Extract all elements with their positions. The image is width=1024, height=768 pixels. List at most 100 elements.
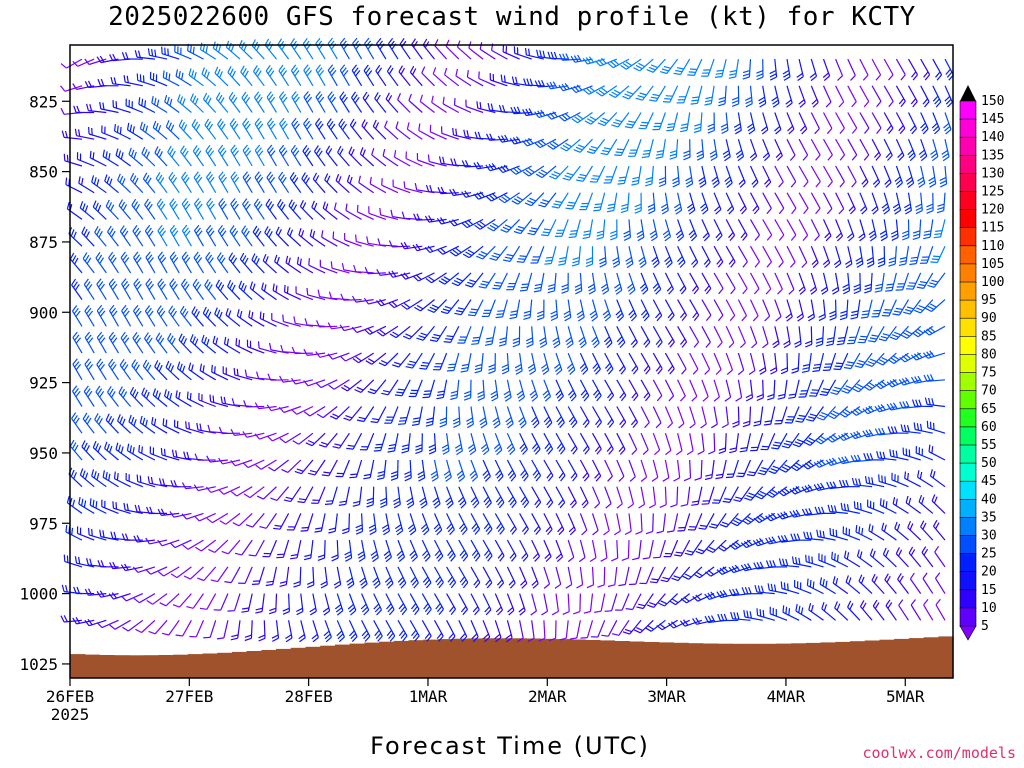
- wind-barb: [554, 352, 563, 376]
- wind-barb: [474, 353, 484, 374]
- wind-barb-staff: [635, 566, 642, 585]
- wind-barb-flag: [625, 256, 632, 262]
- wind-barb-flag: [337, 176, 342, 184]
- wind-barb-flag: [605, 503, 612, 509]
- wind-barb: [497, 134, 520, 143]
- wind-barb-flag: [230, 428, 235, 436]
- wind-barb: [318, 432, 338, 448]
- wind-barb: [696, 139, 705, 161]
- wind-barb-flag: [133, 597, 140, 604]
- surface-column: [761, 643, 777, 678]
- wind-barb-flag: [497, 310, 505, 312]
- wind-barb: [662, 85, 679, 103]
- wind-barb-flag: [526, 340, 534, 345]
- wind-barb-flag: [361, 119, 366, 126]
- wind-barb-flag: [399, 38, 405, 45]
- wind-barb-flag: [558, 529, 565, 536]
- wind-barb-flag: [467, 219, 474, 226]
- wind-barb-flag: [329, 415, 337, 420]
- wind-barb-flag: [395, 121, 399, 129]
- wind-barb-flag: [96, 590, 102, 598]
- wind-barb-staff: [645, 566, 654, 584]
- wind-barb: [685, 165, 694, 188]
- wind-barb-flag: [119, 416, 124, 424]
- wind-barb-flag: [221, 203, 227, 210]
- wind-barb-flag: [108, 388, 114, 396]
- wind-barb: [479, 406, 488, 429]
- wind-barb-flag: [219, 147, 225, 154]
- wind-barb-flag: [194, 97, 199, 105]
- wind-barb-staff: [468, 47, 484, 60]
- wind-barb: [604, 406, 615, 428]
- wind-barb-flag: [242, 462, 249, 469]
- wind-barb: [610, 219, 618, 241]
- wind-barb-flag: [226, 338, 230, 346]
- wind-barb-staff: [689, 433, 694, 452]
- wind-barb-flag: [218, 457, 223, 465]
- wind-barb: [79, 201, 95, 220]
- wind-barb-flag: [709, 150, 717, 155]
- wind-barb: [338, 118, 350, 140]
- wind-barb-flag: [139, 475, 142, 483]
- wind-barb-flag: [593, 209, 601, 212]
- wind-barb-flag: [228, 91, 234, 99]
- wind-barb-flag: [523, 78, 527, 86]
- wind-barb-flag: [73, 307, 79, 315]
- wind-barb-flag: [570, 55, 576, 63]
- wind-barb-flag: [78, 129, 81, 137]
- wind-barb-flag: [387, 37, 394, 45]
- wind-barb: [96, 619, 119, 629]
- wind-barb-flag: [631, 449, 638, 456]
- wind-barb-flag: [245, 203, 251, 211]
- wind-barb-flag: [398, 65, 404, 73]
- wind-barb-flag: [466, 130, 470, 138]
- wind-barb-flag: [282, 611, 290, 615]
- wind-barb-flag: [192, 278, 198, 286]
- surface-column: [364, 642, 380, 678]
- wind-barb-staff: [442, 103, 460, 114]
- wind-barb-flag: [369, 530, 377, 536]
- wind-barb-staff: [214, 539, 229, 553]
- wind-barb-flag: [464, 221, 471, 227]
- wind-barb: [689, 352, 699, 375]
- wind-barb-flag: [133, 151, 137, 159]
- wind-barb-flag: [268, 231, 273, 238]
- wind-barb-flag: [175, 69, 179, 77]
- wind-barb-flag: [428, 276, 435, 282]
- wind-barb-flag: [377, 474, 385, 477]
- wind-barb: [132, 305, 144, 327]
- wind-barb-flag: [509, 472, 515, 479]
- wind-barb-flag: [120, 201, 126, 209]
- wind-barb-flag: [626, 91, 634, 95]
- wind-barb-flag: [92, 440, 97, 448]
- wind-barb-flag: [104, 441, 108, 449]
- wind-barb-flag: [130, 417, 135, 424]
- wind-barb: [600, 272, 610, 295]
- wind-barb-flag: [351, 64, 358, 71]
- wind-barb-flag: [278, 171, 284, 179]
- wind-barb-flag: [65, 585, 68, 593]
- wind-barb-flag: [207, 97, 212, 105]
- wind-barb-flag: [129, 124, 133, 132]
- wind-barb-flag: [195, 546, 202, 552]
- wind-barb-flag: [110, 281, 116, 288]
- wind-barb: [651, 246, 660, 269]
- wind-barb: [487, 218, 508, 232]
- wind-barb: [178, 333, 192, 354]
- wind-barb-flag: [242, 198, 248, 205]
- wind-barb-flag: [662, 576, 670, 580]
- wind-barb-flag: [316, 413, 324, 419]
- wind-barb-flag: [84, 415, 90, 422]
- wind-barb-flag: [503, 75, 506, 83]
- wind-barb-flag: [314, 175, 320, 182]
- wind-barb: [372, 119, 387, 140]
- wind-barb-flag: [534, 283, 543, 287]
- wind-barb: [304, 318, 326, 327]
- wind-barb: [586, 566, 595, 589]
- wind-barb-flag: [488, 364, 496, 368]
- wind-barb: [688, 219, 698, 242]
- wind-barb-flag: [132, 175, 137, 183]
- wind-barb-flag: [645, 180, 653, 184]
- wind-barb: [431, 95, 447, 113]
- wind-barb: [251, 39, 265, 60]
